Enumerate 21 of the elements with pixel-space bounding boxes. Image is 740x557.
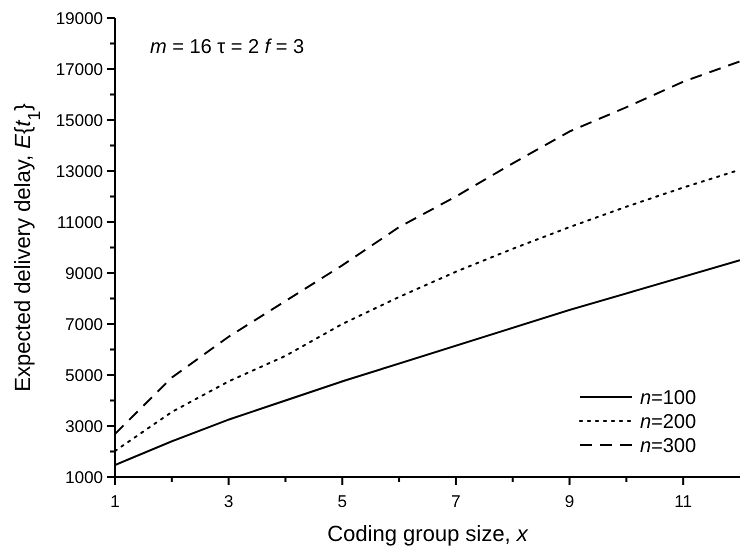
- x-tick-label: 1: [110, 492, 120, 511]
- x-tick-label: 3: [224, 492, 234, 511]
- y-tick-label: 1000: [65, 468, 103, 487]
- y-tick-label: 13000: [56, 162, 103, 181]
- x-tick-label: 11: [674, 492, 692, 511]
- x-axis-title: Coding group size, x: [327, 521, 529, 546]
- legend-label: n=300: [640, 435, 696, 457]
- x-tick-label: 5: [338, 492, 348, 511]
- x-tick-label: 7: [451, 492, 461, 511]
- y-tick-label: 7000: [65, 315, 103, 334]
- legend-label: n=200: [640, 411, 696, 433]
- legend-label: n=100: [640, 387, 696, 409]
- y-tick-label: 19000: [56, 9, 103, 28]
- y-tick-label: 5000: [65, 366, 103, 385]
- x-tick-label: 9: [564, 492, 574, 511]
- y-tick-label: 3000: [65, 417, 103, 436]
- annotation: m = 16 τ = 2 f = 3: [150, 36, 304, 58]
- y-tick-label: 11000: [56, 213, 103, 232]
- y-tick-label: 9000: [65, 264, 103, 283]
- y-tick-label: 17000: [56, 60, 103, 79]
- y-tick-label: 15000: [56, 111, 103, 130]
